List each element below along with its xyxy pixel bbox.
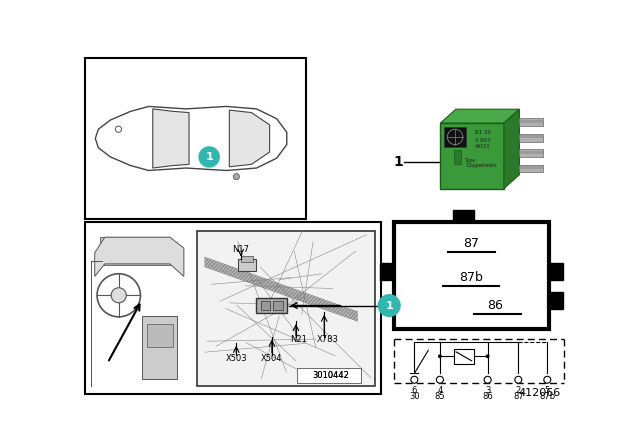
Bar (520, 149, 543, 157)
Bar (100, 237, 170, 266)
Text: 86: 86 (483, 392, 493, 401)
Text: X503: X503 (225, 354, 247, 363)
Text: 3: 3 (485, 386, 490, 395)
Text: X504: X504 (261, 354, 283, 363)
Bar (257, 298, 287, 313)
Text: 87: 87 (463, 237, 479, 250)
Text: 5 603: 5 603 (475, 138, 491, 142)
Circle shape (411, 376, 418, 383)
Text: N21: N21 (290, 335, 307, 344)
Circle shape (544, 376, 551, 383)
Text: 30: 30 (409, 392, 420, 401)
Text: 87: 87 (513, 392, 524, 401)
Polygon shape (229, 110, 269, 167)
Text: 2: 2 (516, 386, 521, 395)
Polygon shape (95, 107, 287, 171)
Text: 5: 5 (545, 386, 550, 395)
Bar (241, 256, 253, 262)
Polygon shape (504, 109, 520, 189)
Circle shape (233, 173, 239, 180)
Bar (197, 231, 375, 386)
Bar (520, 165, 543, 172)
Bar (440, 123, 504, 189)
Text: 87b: 87b (460, 271, 483, 284)
Text: 85: 85 (550, 273, 564, 283)
Bar (549, 292, 563, 309)
Bar (84, 58, 307, 219)
Text: 3010442: 3010442 (312, 371, 349, 380)
Text: 6: 6 (412, 386, 417, 395)
Bar (520, 134, 543, 142)
Circle shape (199, 147, 220, 167)
Circle shape (111, 288, 126, 303)
Bar (454, 349, 474, 364)
Bar (84, 222, 381, 394)
Bar (520, 120, 543, 123)
Polygon shape (153, 109, 189, 168)
Bar (237, 259, 256, 271)
Bar (520, 135, 543, 138)
Polygon shape (440, 109, 520, 123)
Bar (380, 263, 394, 280)
Text: Type: Type (464, 158, 476, 163)
Text: 1: 1 (394, 155, 404, 168)
Bar (444, 127, 466, 147)
Text: N17: N17 (232, 245, 249, 254)
Bar (147, 323, 173, 347)
Text: 85: 85 (435, 392, 445, 401)
Text: 44101: 44101 (475, 144, 491, 149)
Text: 412066: 412066 (518, 388, 561, 397)
Bar (273, 301, 283, 310)
Text: 30: 30 (378, 273, 392, 283)
Text: Doppelrelais: Doppelrelais (467, 163, 497, 168)
Text: 4: 4 (437, 386, 442, 395)
Circle shape (438, 354, 442, 358)
Text: 1: 1 (385, 301, 393, 310)
Bar (142, 316, 177, 379)
Polygon shape (95, 237, 184, 276)
Bar (549, 263, 563, 280)
Circle shape (486, 354, 490, 358)
Text: 86: 86 (486, 299, 502, 312)
Circle shape (515, 376, 522, 383)
Bar (394, 222, 549, 329)
Bar (454, 150, 461, 164)
Bar (520, 118, 543, 126)
Circle shape (378, 295, 400, 316)
Bar (261, 301, 270, 310)
Text: 87b: 87b (540, 392, 556, 401)
Text: 3010442: 3010442 (312, 371, 349, 380)
Circle shape (484, 376, 491, 383)
Bar (297, 368, 361, 383)
Text: 1: 1 (205, 152, 213, 162)
Text: X783: X783 (316, 335, 339, 344)
Circle shape (436, 376, 444, 383)
Bar (520, 151, 543, 154)
Bar (452, 210, 474, 222)
Bar (520, 166, 543, 169)
Text: B1 30: B1 30 (475, 130, 491, 135)
